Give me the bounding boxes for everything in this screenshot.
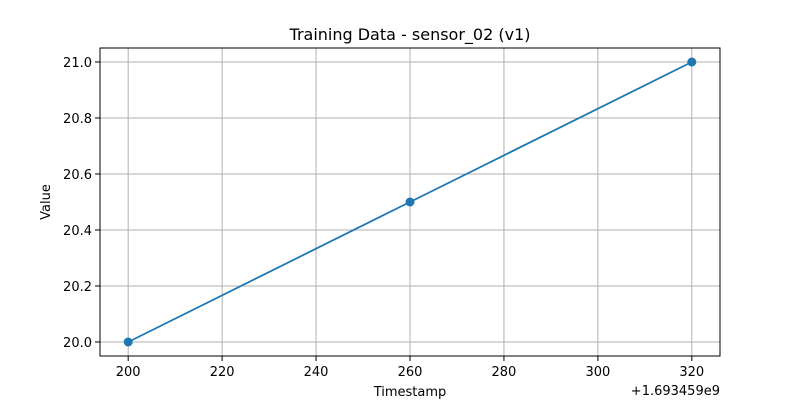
series-layer: [123, 57, 697, 347]
y-axis-title: Value: [39, 184, 54, 220]
x-tick-label: 220: [210, 365, 235, 380]
x-tick-label: 200: [116, 365, 141, 380]
data-point: [687, 57, 697, 67]
y-tick-label: 20.8: [63, 112, 92, 127]
data-point: [123, 337, 133, 347]
y-tick-label: 21.0: [63, 56, 92, 71]
x-tick-label: 300: [585, 365, 610, 380]
data-point: [405, 197, 415, 207]
x-tick-label: 260: [398, 365, 423, 380]
x-axis-offset-label: +1.693459e9: [631, 384, 720, 399]
ticks: 200 220 240 260 280 300 320 20.0 20.2 20.4 20.6 20.…: [63, 56, 704, 380]
grid: [100, 48, 720, 356]
x-tick-label: 240: [304, 365, 329, 380]
y-tick-label: 20.2: [63, 280, 92, 295]
chart-title: Training Data - sensor_02 (v1): [289, 25, 531, 45]
y-tick-label: 20.4: [63, 224, 92, 239]
y-tick-label: 20.6: [63, 168, 92, 183]
x-axis-title: Timestamp: [373, 385, 447, 400]
x-tick-label: 280: [492, 365, 517, 380]
x-tick-label: 320: [679, 365, 704, 380]
y-tick-label: 20.0: [63, 336, 92, 351]
